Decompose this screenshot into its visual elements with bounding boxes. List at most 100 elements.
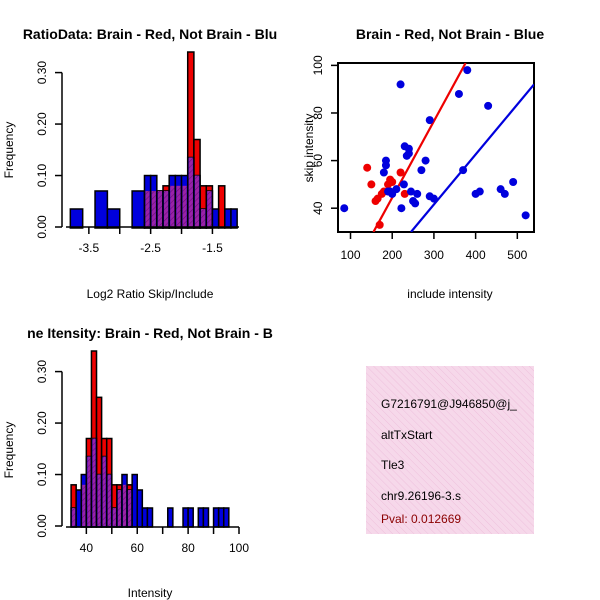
bar-not-brain <box>69 208 84 229</box>
info-event-id: G7216791@J946850@j_ <box>381 397 517 411</box>
intensity-scatter: Brain - Red, Not Brain - Blue include in… <box>302 26 544 301</box>
y-tick-label: 0.30 <box>35 360 49 384</box>
bar-overlap <box>97 474 101 526</box>
x-tick-label: 100 <box>229 541 249 555</box>
bar-overlap <box>128 489 132 526</box>
point-not-brain <box>381 156 390 165</box>
intensity-histogram-ylabel: Frequency <box>2 422 16 479</box>
bar-not-brain <box>131 190 146 229</box>
bar-overlap <box>164 190 169 227</box>
ratio-histogram-xlabel: Log2 Ratio Skip/Include <box>87 287 214 301</box>
x-tick-label: 100 <box>340 248 360 262</box>
x-tick-label: -3.5 <box>79 241 100 255</box>
point-brain <box>363 163 372 172</box>
fit-line-not-brain <box>410 83 534 232</box>
y-tick-label: 80 <box>311 106 325 120</box>
point-brain <box>400 189 409 198</box>
ratio-histogram: RatioData: Brain - Red, Not Brain - Blu … <box>2 26 277 301</box>
point-brain <box>396 168 405 177</box>
bar-not-brain <box>141 507 149 528</box>
bar-not-brain <box>217 507 225 528</box>
point-not-brain <box>475 187 484 196</box>
info-location: chr9.26196-3.s <box>381 489 461 503</box>
bar-overlap <box>87 456 91 526</box>
x-tick-label: 80 <box>181 541 195 555</box>
point-not-brain <box>484 101 493 110</box>
scatter-frame <box>337 62 535 233</box>
bar-not-brain <box>182 507 189 528</box>
point-not-brain <box>425 116 434 125</box>
x-tick-label: 200 <box>382 248 402 262</box>
scatter-plot-area <box>340 63 534 232</box>
bar-overlap <box>145 190 150 227</box>
bar-not-brain <box>224 208 232 229</box>
ratio-histogram-ylabel: Frequency <box>2 122 16 179</box>
y-tick-label: 40 <box>311 201 325 215</box>
point-not-brain <box>463 66 472 75</box>
bar-not-brain <box>136 489 144 528</box>
y-tick-label: 0.20 <box>35 411 49 435</box>
intensity-histogram-title: ne Itensity: Brain - Red, Not Brain - B <box>27 325 273 341</box>
bar-overlap <box>102 456 106 526</box>
bar-not-brain <box>211 208 220 229</box>
x-tick-label: 60 <box>131 541 145 555</box>
bar-overlap <box>182 185 187 227</box>
scatter-title: Brain - Red, Not Brain - Blue <box>356 26 544 42</box>
y-tick-label: 0.10 <box>35 463 49 487</box>
point-not-brain <box>397 204 406 213</box>
point-not-brain <box>509 178 518 187</box>
x-tick-label: 40 <box>80 541 94 555</box>
ratio-histogram-title: RatioData: Brain - Red, Not Brain - Blu <box>23 26 277 42</box>
bar-overlap <box>201 208 206 227</box>
info-event-type: altTxStart <box>381 428 433 442</box>
bar-overlap <box>117 489 121 526</box>
bar-overlap <box>207 190 212 227</box>
bar-overlap <box>112 507 116 526</box>
scatter-xlabel: include intensity <box>407 287 492 301</box>
point-brain <box>367 180 376 189</box>
bar-overlap <box>122 484 127 526</box>
point-not-brain <box>413 189 422 198</box>
bar-not-brain <box>131 473 138 528</box>
point-brain <box>388 178 397 187</box>
bar-not-brain <box>167 507 174 528</box>
y-tick-label: 0.00 <box>35 514 49 538</box>
point-not-brain <box>521 211 530 220</box>
bar-not-brain <box>212 507 220 528</box>
bar-overlap <box>188 157 193 227</box>
y-tick-label: 0.20 <box>35 112 49 136</box>
point-not-brain <box>399 180 408 189</box>
y-tick-label: 60 <box>311 154 325 168</box>
info-gene: Tle3 <box>381 458 405 472</box>
x-tick-label: 400 <box>466 248 486 262</box>
bar-not-brain <box>222 507 230 528</box>
bar-overlap <box>82 484 86 526</box>
point-not-brain <box>340 204 349 213</box>
bar-not-brain <box>146 507 154 528</box>
bar-not-brain <box>187 507 194 528</box>
info-panel-background <box>366 366 534 534</box>
bar-overlap <box>157 190 163 227</box>
bar-overlap <box>92 438 96 526</box>
bar-not-brain <box>202 507 210 528</box>
bar-overlap <box>176 185 181 227</box>
bar-brain <box>217 185 226 229</box>
bar-overlap <box>194 175 200 227</box>
bar-overlap <box>170 185 175 227</box>
point-not-brain <box>379 168 388 177</box>
info-pval: Pval: 0.012669 <box>381 512 461 526</box>
point-not-brain <box>421 156 430 165</box>
bar-not-brain <box>230 208 238 229</box>
x-tick-label: -1.5 <box>202 241 223 255</box>
point-not-brain <box>411 199 420 208</box>
bar-overlap <box>151 190 156 227</box>
y-tick-label: 100 <box>311 55 325 75</box>
bar-not-brain <box>94 190 109 229</box>
x-tick-label: 300 <box>424 248 444 262</box>
point-not-brain <box>396 80 405 89</box>
bar-not-brain <box>106 208 121 229</box>
y-tick-label: 0.10 <box>35 164 49 188</box>
scatter-ylabel: skip intensity <box>302 114 316 183</box>
intensity-histogram-xlabel: Intensity <box>128 586 173 600</box>
